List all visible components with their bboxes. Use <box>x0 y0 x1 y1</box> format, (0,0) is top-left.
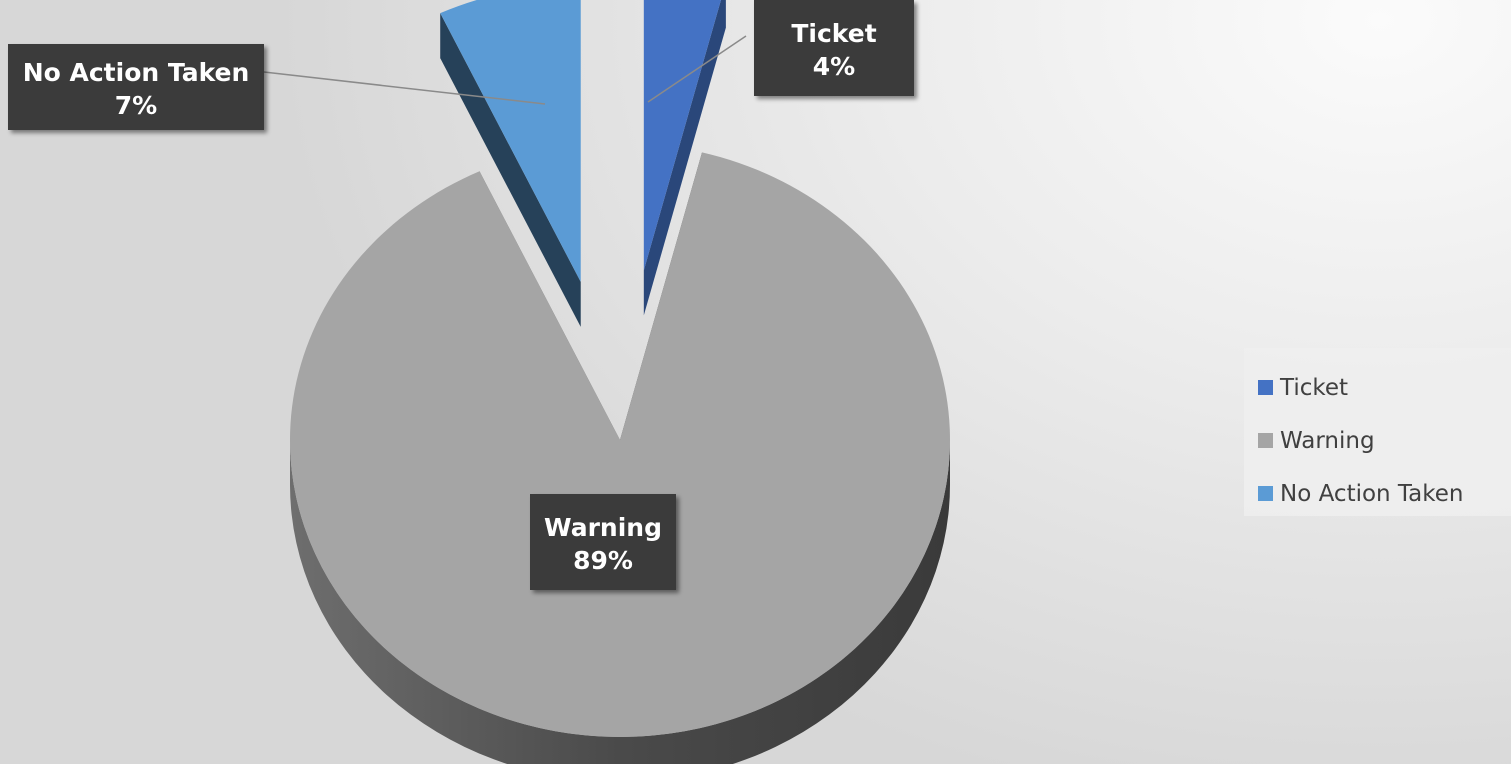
legend-item-ticket: Ticket <box>1258 360 1511 415</box>
slice-top-warning <box>290 152 951 737</box>
legend-swatch-ticket <box>1258 380 1273 395</box>
data-label-category-warning: Warning <box>544 513 662 542</box>
slice-top-ticket <box>643 0 721 271</box>
legend-label-warning: Warning <box>1280 427 1375 454</box>
data-label-ticket: Ticket 4% <box>754 0 914 96</box>
legend-item-warning: Warning <box>1258 413 1511 468</box>
slice-wall-no-action-taken-0 <box>440 13 581 327</box>
data-label-box-ticket <box>754 0 914 96</box>
data-label-value-no-action-taken: 7% <box>115 91 157 120</box>
legend-label-no-action-taken: No Action Taken <box>1280 480 1464 507</box>
data-label-value-ticket: 4% <box>813 52 855 81</box>
data-label-category-no-action-taken: No Action Taken <box>23 58 250 87</box>
data-label-box-warning <box>530 494 676 590</box>
slice-warning <box>290 152 951 764</box>
leader-line-ticket <box>647 35 747 103</box>
legend-swatch-no-action-taken <box>1258 486 1273 501</box>
legend-swatch-warning <box>1258 433 1273 448</box>
data-label-box-no-action-taken <box>8 44 264 130</box>
slice-wall-ticket-1 <box>643 0 726 316</box>
slice-top-no-action-taken <box>440 0 581 282</box>
legend: Ticket Warning No Action Taken <box>1244 348 1511 516</box>
legend-label-ticket: Ticket <box>1280 374 1349 401</box>
data-label-no-action-taken: No Action Taken 7% <box>8 44 264 130</box>
slice-no-action-taken <box>440 0 581 327</box>
data-label-value-warning: 89% <box>573 546 633 575</box>
data-label-warning: Warning 89% <box>530 494 676 590</box>
slice-ticket <box>643 0 726 316</box>
data-label-category-ticket: Ticket <box>791 19 876 48</box>
leader-line-no-action-taken <box>263 71 546 105</box>
legend-item-no-action-taken: No Action Taken <box>1258 466 1511 521</box>
